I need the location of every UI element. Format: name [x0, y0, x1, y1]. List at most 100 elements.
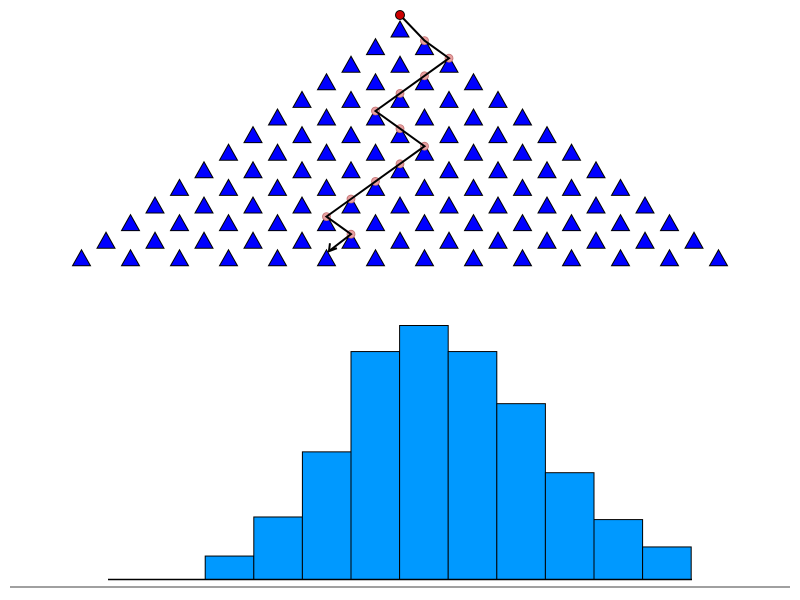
peg [659, 248, 680, 267]
histogram [204, 325, 692, 581]
peg [341, 195, 361, 214]
peg [586, 195, 606, 214]
peg [316, 72, 337, 91]
peg [390, 195, 410, 214]
peg [194, 195, 214, 214]
peg [218, 178, 239, 196]
peg [635, 231, 655, 249]
peg [561, 143, 582, 161]
peg [586, 231, 606, 249]
peg [120, 248, 141, 267]
peg-grid [71, 19, 729, 267]
peg [365, 72, 386, 91]
peg [390, 160, 410, 179]
peg [194, 160, 214, 179]
peg [365, 143, 386, 161]
peg [463, 213, 484, 232]
ball-trail [322, 36, 454, 239]
peg [414, 72, 435, 91]
peg [414, 213, 435, 232]
peg [243, 195, 263, 214]
peg [71, 248, 92, 267]
peg [390, 55, 410, 73]
peg [537, 125, 557, 144]
peg [390, 19, 410, 38]
peg [169, 248, 190, 267]
peg [610, 213, 631, 232]
peg [292, 160, 312, 179]
peg [512, 213, 533, 232]
peg [341, 55, 361, 73]
peg [341, 125, 361, 144]
peg [439, 90, 459, 108]
peg [439, 160, 459, 179]
peg [414, 248, 435, 267]
peg [316, 178, 337, 196]
histogram-bar [350, 351, 401, 580]
histogram-bar [301, 451, 352, 581]
peg [365, 37, 386, 56]
peg [463, 178, 484, 196]
histogram-bar [399, 325, 449, 581]
peg [96, 231, 116, 249]
peg [414, 107, 435, 126]
path-arrowhead [327, 243, 338, 253]
peg [365, 248, 386, 267]
peg [365, 107, 386, 126]
peg [488, 160, 508, 179]
peg [390, 125, 410, 144]
peg [659, 213, 680, 232]
peg [463, 143, 484, 161]
peg [169, 213, 190, 232]
peg [243, 160, 263, 179]
peg [365, 213, 386, 232]
histogram-bar [642, 546, 692, 580]
peg [292, 90, 312, 108]
peg [610, 178, 631, 196]
peg [218, 143, 239, 161]
peg [120, 213, 141, 232]
peg [463, 107, 484, 126]
peg [488, 195, 508, 214]
peg [267, 178, 288, 196]
peg [341, 231, 361, 249]
peg [292, 125, 312, 144]
peg [488, 90, 508, 108]
peg [267, 248, 288, 267]
peg [414, 143, 435, 161]
ball-path [324, 14, 451, 253]
peg [243, 231, 263, 249]
peg [488, 231, 508, 249]
peg [267, 143, 288, 161]
peg [145, 231, 165, 249]
peg [414, 178, 435, 196]
peg [561, 248, 582, 267]
peg [561, 213, 582, 232]
peg [463, 248, 484, 267]
peg [463, 72, 484, 91]
histogram-bar [593, 519, 644, 581]
peg [512, 107, 533, 126]
peg [488, 125, 508, 144]
peg [390, 231, 410, 249]
peg [512, 178, 533, 196]
peg [316, 143, 337, 161]
histogram-bar [544, 472, 595, 581]
peg [292, 231, 312, 249]
histogram-bar [253, 516, 303, 580]
peg [316, 213, 337, 232]
peg [341, 90, 361, 108]
peg [218, 213, 239, 232]
peg [169, 178, 190, 196]
peg [341, 160, 361, 179]
peg [708, 248, 729, 267]
peg [267, 213, 288, 232]
peg [145, 195, 165, 214]
peg [365, 178, 386, 196]
peg [684, 231, 704, 249]
peg [512, 248, 533, 267]
histogram-bar [447, 351, 498, 580]
peg [635, 195, 655, 214]
peg [561, 178, 582, 196]
